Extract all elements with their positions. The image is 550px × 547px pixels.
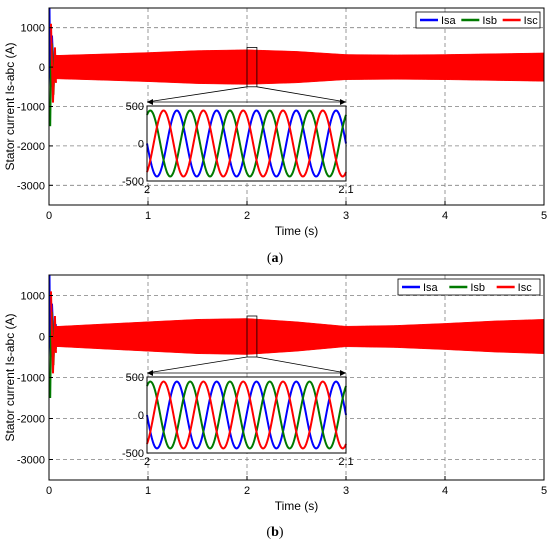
inset-series-isb: [146, 380, 347, 450]
legend: Isa Isb Isc: [397, 278, 541, 296]
y-tick-label: -2000: [17, 414, 45, 426]
inset-y-tick-label: 500: [126, 372, 144, 384]
inset-y-tick-label: -500: [122, 448, 144, 460]
y-tick-label: -1000: [17, 373, 45, 385]
inset-x-tick-label: 2.1: [338, 184, 353, 196]
zoom-arrow-right: [340, 99, 346, 105]
legend-label-isb: Isb: [482, 15, 497, 27]
legend-label-isa: Isa: [441, 15, 457, 27]
inset-x-tick-label: 2: [144, 184, 150, 196]
panel-caption: (b): [266, 525, 283, 540]
x-tick-label: 2: [244, 485, 250, 497]
panel-caption: (a): [267, 251, 284, 266]
y-tick-label: -1000: [17, 102, 45, 114]
legend: Isa Isb Isc: [415, 11, 541, 29]
x-axis-label: Time (s): [275, 224, 319, 238]
y-tick-label: -3000: [17, 455, 45, 467]
series-isc-line: [54, 318, 545, 355]
x-tick-label: 5: [541, 485, 547, 497]
x-tick-label: 1: [145, 210, 151, 222]
x-tick-label: 5: [541, 210, 547, 222]
inset-y-tick-label: 0: [138, 410, 144, 422]
inset-y-tick-label: 500: [126, 101, 144, 113]
series-isc-line: [54, 49, 545, 85]
zoom-connector-right: [256, 356, 347, 374]
zoom-arrow-right: [340, 370, 346, 376]
inset-series-isa: [146, 109, 347, 178]
zoom-connector-right: [256, 86, 347, 103]
x-tick-label: 3: [343, 210, 349, 222]
x-axis-label: Time (s): [275, 499, 319, 513]
x-tick-label: 0: [46, 485, 52, 497]
y-tick-label: -2000: [17, 141, 45, 153]
y-axis-label: Stator current Is-abc (A): [3, 42, 17, 170]
zoom-arrow-left: [147, 370, 153, 376]
x-tick-label: 1: [145, 485, 151, 497]
inset-x-tick-label: 2.1: [338, 456, 353, 468]
inset-series-isc: [146, 380, 347, 450]
inset-y-tick-label: 0: [138, 139, 144, 151]
zoom-connector-left: [146, 86, 248, 103]
x-tick-label: 3: [343, 485, 349, 497]
inset-series-isb: [146, 109, 347, 178]
x-tick-label: 4: [442, 485, 448, 497]
zoom-region-marker: [246, 47, 258, 88]
y-axis-label: Stator current Is-abc (A): [3, 313, 17, 441]
legend-label-isb: Isb: [470, 282, 485, 294]
x-tick-label: 2: [244, 210, 250, 222]
inset-frame: [146, 376, 347, 454]
inset-x-tick-label: 2: [144, 456, 150, 468]
y-tick-label: -3000: [17, 180, 45, 192]
legend-box: [397, 278, 541, 296]
x-tick-label: 4: [442, 210, 448, 222]
y-tick-label: 0: [39, 62, 45, 74]
inset-frame: [146, 105, 347, 182]
inset-series-isa: [146, 380, 347, 450]
legend-label-isc: Isc: [524, 15, 539, 27]
legend-label-isa: Isa: [423, 282, 439, 294]
y-tick-label: 0: [39, 332, 45, 344]
zoom-region-marker: [246, 315, 258, 358]
zoom-arrow-left: [147, 99, 153, 105]
y-tick-label: 1000: [21, 23, 45, 35]
inset-y-tick-label: -500: [122, 176, 144, 188]
zoom-connector-left: [146, 356, 248, 374]
x-tick-label: 0: [46, 210, 52, 222]
legend-label-isc: Isc: [518, 282, 533, 294]
inset-series-isc: [146, 109, 347, 178]
y-tick-label: 1000: [21, 291, 45, 303]
